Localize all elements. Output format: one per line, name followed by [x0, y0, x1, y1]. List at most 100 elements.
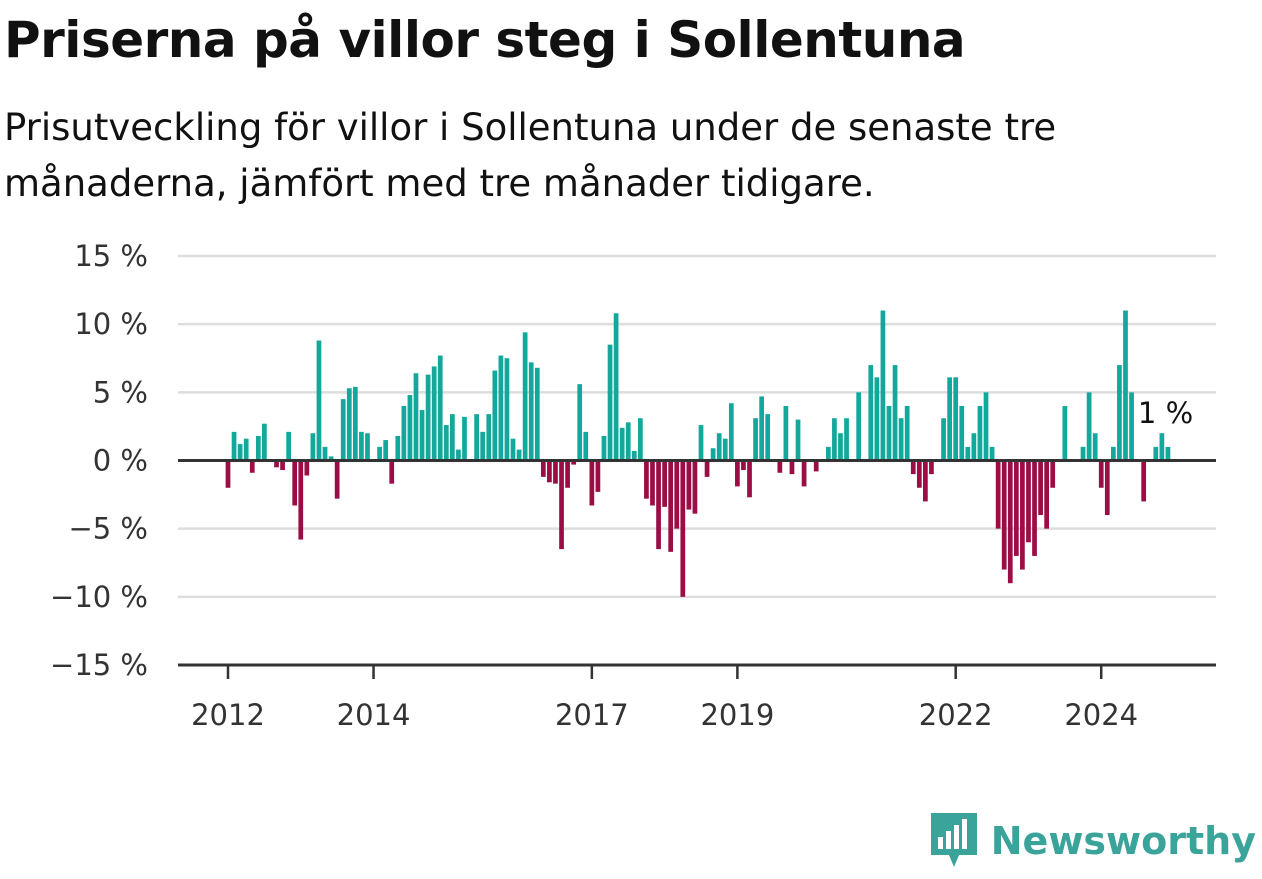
bar: [692, 460, 698, 514]
bar: [401, 405, 407, 461]
bar: [783, 405, 789, 461]
bar: [334, 460, 340, 499]
y-tick-label: 15 %: [74, 239, 148, 273]
y-tick-label: −5 %: [68, 512, 148, 546]
bar: [1032, 460, 1037, 556]
bar: [637, 418, 643, 461]
bar: [710, 448, 716, 461]
x-tick-label: 2012: [191, 698, 265, 732]
bar: [407, 395, 413, 461]
x-tick-label: 2024: [1064, 698, 1138, 732]
bar: [874, 377, 880, 461]
bar: [298, 460, 304, 540]
bar: [431, 366, 437, 461]
bar: [1044, 460, 1050, 529]
bar: [1098, 460, 1104, 488]
bar: [698, 425, 704, 461]
bar: [953, 377, 959, 461]
y-tick-label: 10 %: [74, 307, 148, 341]
chart-subtitle: Prisutveckling för villor i Sollentuna u…: [4, 106, 1057, 205]
bar: [395, 435, 401, 461]
bar: [425, 374, 431, 461]
bar: [662, 460, 667, 507]
bars: [225, 310, 1171, 597]
bar: [225, 460, 231, 488]
bar: [1013, 460, 1019, 556]
bar: [474, 414, 479, 461]
bar: [947, 377, 952, 461]
bar: [959, 405, 965, 461]
bar: [571, 460, 577, 465]
bar: [886, 405, 892, 461]
bar: [631, 450, 637, 461]
bar: [547, 460, 552, 483]
bar: [795, 419, 801, 461]
brand-logo: Newsworthy: [929, 811, 1256, 871]
bar: [528, 362, 534, 461]
bar: [765, 414, 771, 461]
bar: [413, 373, 419, 461]
bar: [456, 449, 461, 461]
bar: [243, 438, 249, 461]
bar: [722, 438, 728, 461]
bar: [619, 427, 625, 461]
bar: [231, 431, 237, 461]
bar: [340, 399, 346, 461]
bar: [789, 460, 795, 475]
newsworthy-logo-icon: [930, 813, 977, 867]
y-tick-label: −15 %: [50, 648, 148, 682]
y-tick-label: 5 %: [93, 375, 148, 409]
y-tick-label: 0 %: [93, 444, 148, 478]
bar: [716, 433, 722, 461]
bar: [613, 313, 619, 461]
bar: [553, 460, 558, 484]
bar: [1092, 433, 1098, 461]
bar: [813, 460, 819, 472]
bar: [977, 405, 983, 461]
bar: [274, 460, 279, 468]
bar: [304, 460, 310, 476]
bar: [437, 355, 443, 461]
bar: [910, 460, 916, 475]
bar: [1007, 460, 1013, 584]
bar: [1159, 433, 1165, 461]
x-tick-label: 2022: [919, 698, 993, 732]
bar: [674, 460, 680, 529]
x-axis-ticks: 2012 2014 2017 2019 2022 2024: [191, 665, 1138, 732]
bar: [249, 460, 255, 473]
bar: [286, 431, 292, 461]
bar: [540, 460, 546, 477]
bar: [504, 358, 510, 461]
bar: [904, 405, 910, 461]
bar: [1026, 460, 1031, 543]
bar: [1001, 460, 1007, 570]
bar: [583, 431, 589, 461]
bar: [965, 446, 971, 461]
gridlines: [178, 254, 1216, 599]
bar: [462, 416, 467, 461]
bar: [589, 460, 595, 506]
bar: [625, 422, 631, 461]
bar: [856, 392, 862, 461]
bar: [941, 418, 946, 461]
bar: [832, 418, 837, 461]
bar: [989, 446, 995, 461]
bar: [898, 418, 904, 461]
bar: [510, 438, 516, 461]
bar: [650, 460, 655, 506]
bar: [389, 460, 395, 484]
bar: [480, 431, 486, 461]
bar: [262, 423, 267, 461]
bar: [419, 410, 425, 461]
bar: [346, 388, 352, 461]
bar: [801, 460, 807, 487]
brand-name: Newsworthy: [990, 819, 1256, 863]
bar: [601, 435, 607, 461]
bar: [1020, 460, 1025, 570]
bar: [728, 403, 734, 461]
bar: [1141, 460, 1147, 502]
bar: [498, 355, 504, 461]
bar: [516, 449, 522, 461]
bar: [1050, 460, 1056, 488]
